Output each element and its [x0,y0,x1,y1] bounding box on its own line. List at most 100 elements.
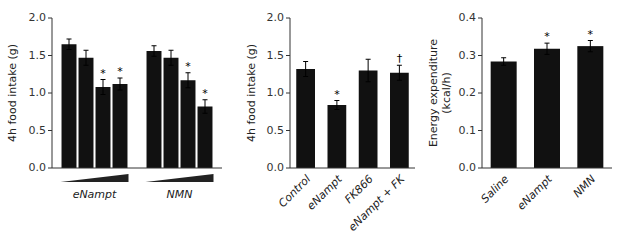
bar [113,84,128,168]
y-tick-label: 0.5 [29,124,47,137]
plot-area [62,39,213,168]
y-tick-label: 0.5 [267,124,285,137]
bar [147,51,162,168]
error-bar-cap [303,61,308,62]
error-bar [169,50,174,65]
y-tick [478,93,482,94]
y-tick-label: 1.5 [267,49,285,62]
error-bar [118,78,123,90]
error-bar-cap [501,65,506,66]
bar [181,80,196,168]
error-bar-cap [186,87,191,88]
error-bar-cap [169,65,174,66]
y-tick-label: 2.0 [267,11,285,24]
y-tick [48,55,52,56]
y-tick-label: 0.4 [459,11,477,24]
error-bar-cap [366,81,371,82]
significance-label: * [588,28,594,41]
y-tick-label: 0.2 [459,86,477,99]
y-tick-label: 0.0 [29,161,47,174]
y-tick [48,130,52,131]
dose-triangle [61,174,129,182]
bar [328,105,347,168]
y-tick-label: 1.0 [29,86,47,99]
significance-label: * [202,87,208,100]
error-bar-cap [501,57,506,58]
error-bar-stem [171,50,172,65]
significance-label: † [397,52,403,65]
error-bar-stem [69,39,70,50]
plot-area [491,41,604,169]
significance-label: * [334,88,340,101]
x-axis-line [482,168,612,169]
significance-label: * [100,67,106,80]
y-tick [478,168,482,169]
y-axis-line [290,18,291,168]
y-axis-label: Energy expenditure(kcal/h) [427,39,453,147]
y-axis-label-line: (kcal/h) [440,72,453,113]
bar [296,69,315,168]
group-label: NMN [167,188,193,201]
error-bar-cap [152,56,157,57]
error-bar [334,101,339,110]
significance-label: * [117,65,123,78]
y-axis-line [482,18,483,168]
y-tick [286,168,290,169]
y-axis-label: 4h food intake (g) [245,44,258,142]
bar [577,46,603,168]
error-bar-stem [336,101,337,110]
y-axis-label-line: 4h food intake (g) [245,44,258,142]
error-bar [545,43,550,54]
error-bar-cap [588,51,593,52]
y-tick [48,18,52,19]
bar [390,73,409,168]
bar [491,62,517,169]
error-bar [186,73,191,88]
bar [79,58,94,168]
y-tick [286,130,290,131]
bar [198,107,213,169]
error-bar-cap [303,76,308,77]
x-tick-label: NMN [571,173,599,201]
error-bar-stem [503,58,504,66]
error-bar [203,100,208,114]
error-bar-stem [103,80,104,95]
y-tick-label: 0.1 [459,124,477,137]
error-bar [101,80,106,95]
y-tick-label: 2.0 [29,11,47,24]
y-tick [478,18,482,19]
error-bar [84,50,89,65]
error-bar [303,62,308,77]
error-bar [397,65,402,80]
error-bar-stem [305,62,306,77]
error-bar [67,39,72,50]
panel: 0.00.51.01.52.04h food intake (g)Control… [245,11,415,234]
chart-container: 0.0 0.5 1.0 1.5 2.0 4h food intake (g) eNampt N… [0,0,626,252]
x-axis-line [290,168,415,169]
error-bar-cap [84,65,89,66]
error-bar-stem [590,41,591,52]
bar [62,44,77,168]
bar [534,49,560,168]
y-tick-label: 0.3 [459,49,477,62]
error-bar-cap [67,49,72,50]
error-bar-stem [86,50,87,65]
error-bar-cap [118,90,123,91]
x-tick-label: Saline [479,172,512,205]
error-bar-stem [205,100,206,114]
error-bar-stem [368,59,369,82]
y-tick [286,55,290,56]
significance-label: * [185,60,191,73]
y-tick-label: 0.0 [459,161,477,174]
error-bar-stem [154,46,155,57]
y-axis-label-line: Energy expenditure [427,39,440,147]
panel: 0.0 0.1 0.2 0.3 0.4 Energy expenditure(kcal/h… [427,11,613,213]
x-tick-label: eNampt + FK [346,172,408,234]
y-tick [286,18,290,19]
error-bar-cap [203,113,208,114]
dose-triangle [146,174,214,182]
y-tick [48,93,52,94]
error-bar-stem [120,78,121,90]
x-tick-label: eNampt [515,172,556,213]
panel: 0.00.51.01.52.04h food intake (g)eNamptN… [6,11,222,201]
